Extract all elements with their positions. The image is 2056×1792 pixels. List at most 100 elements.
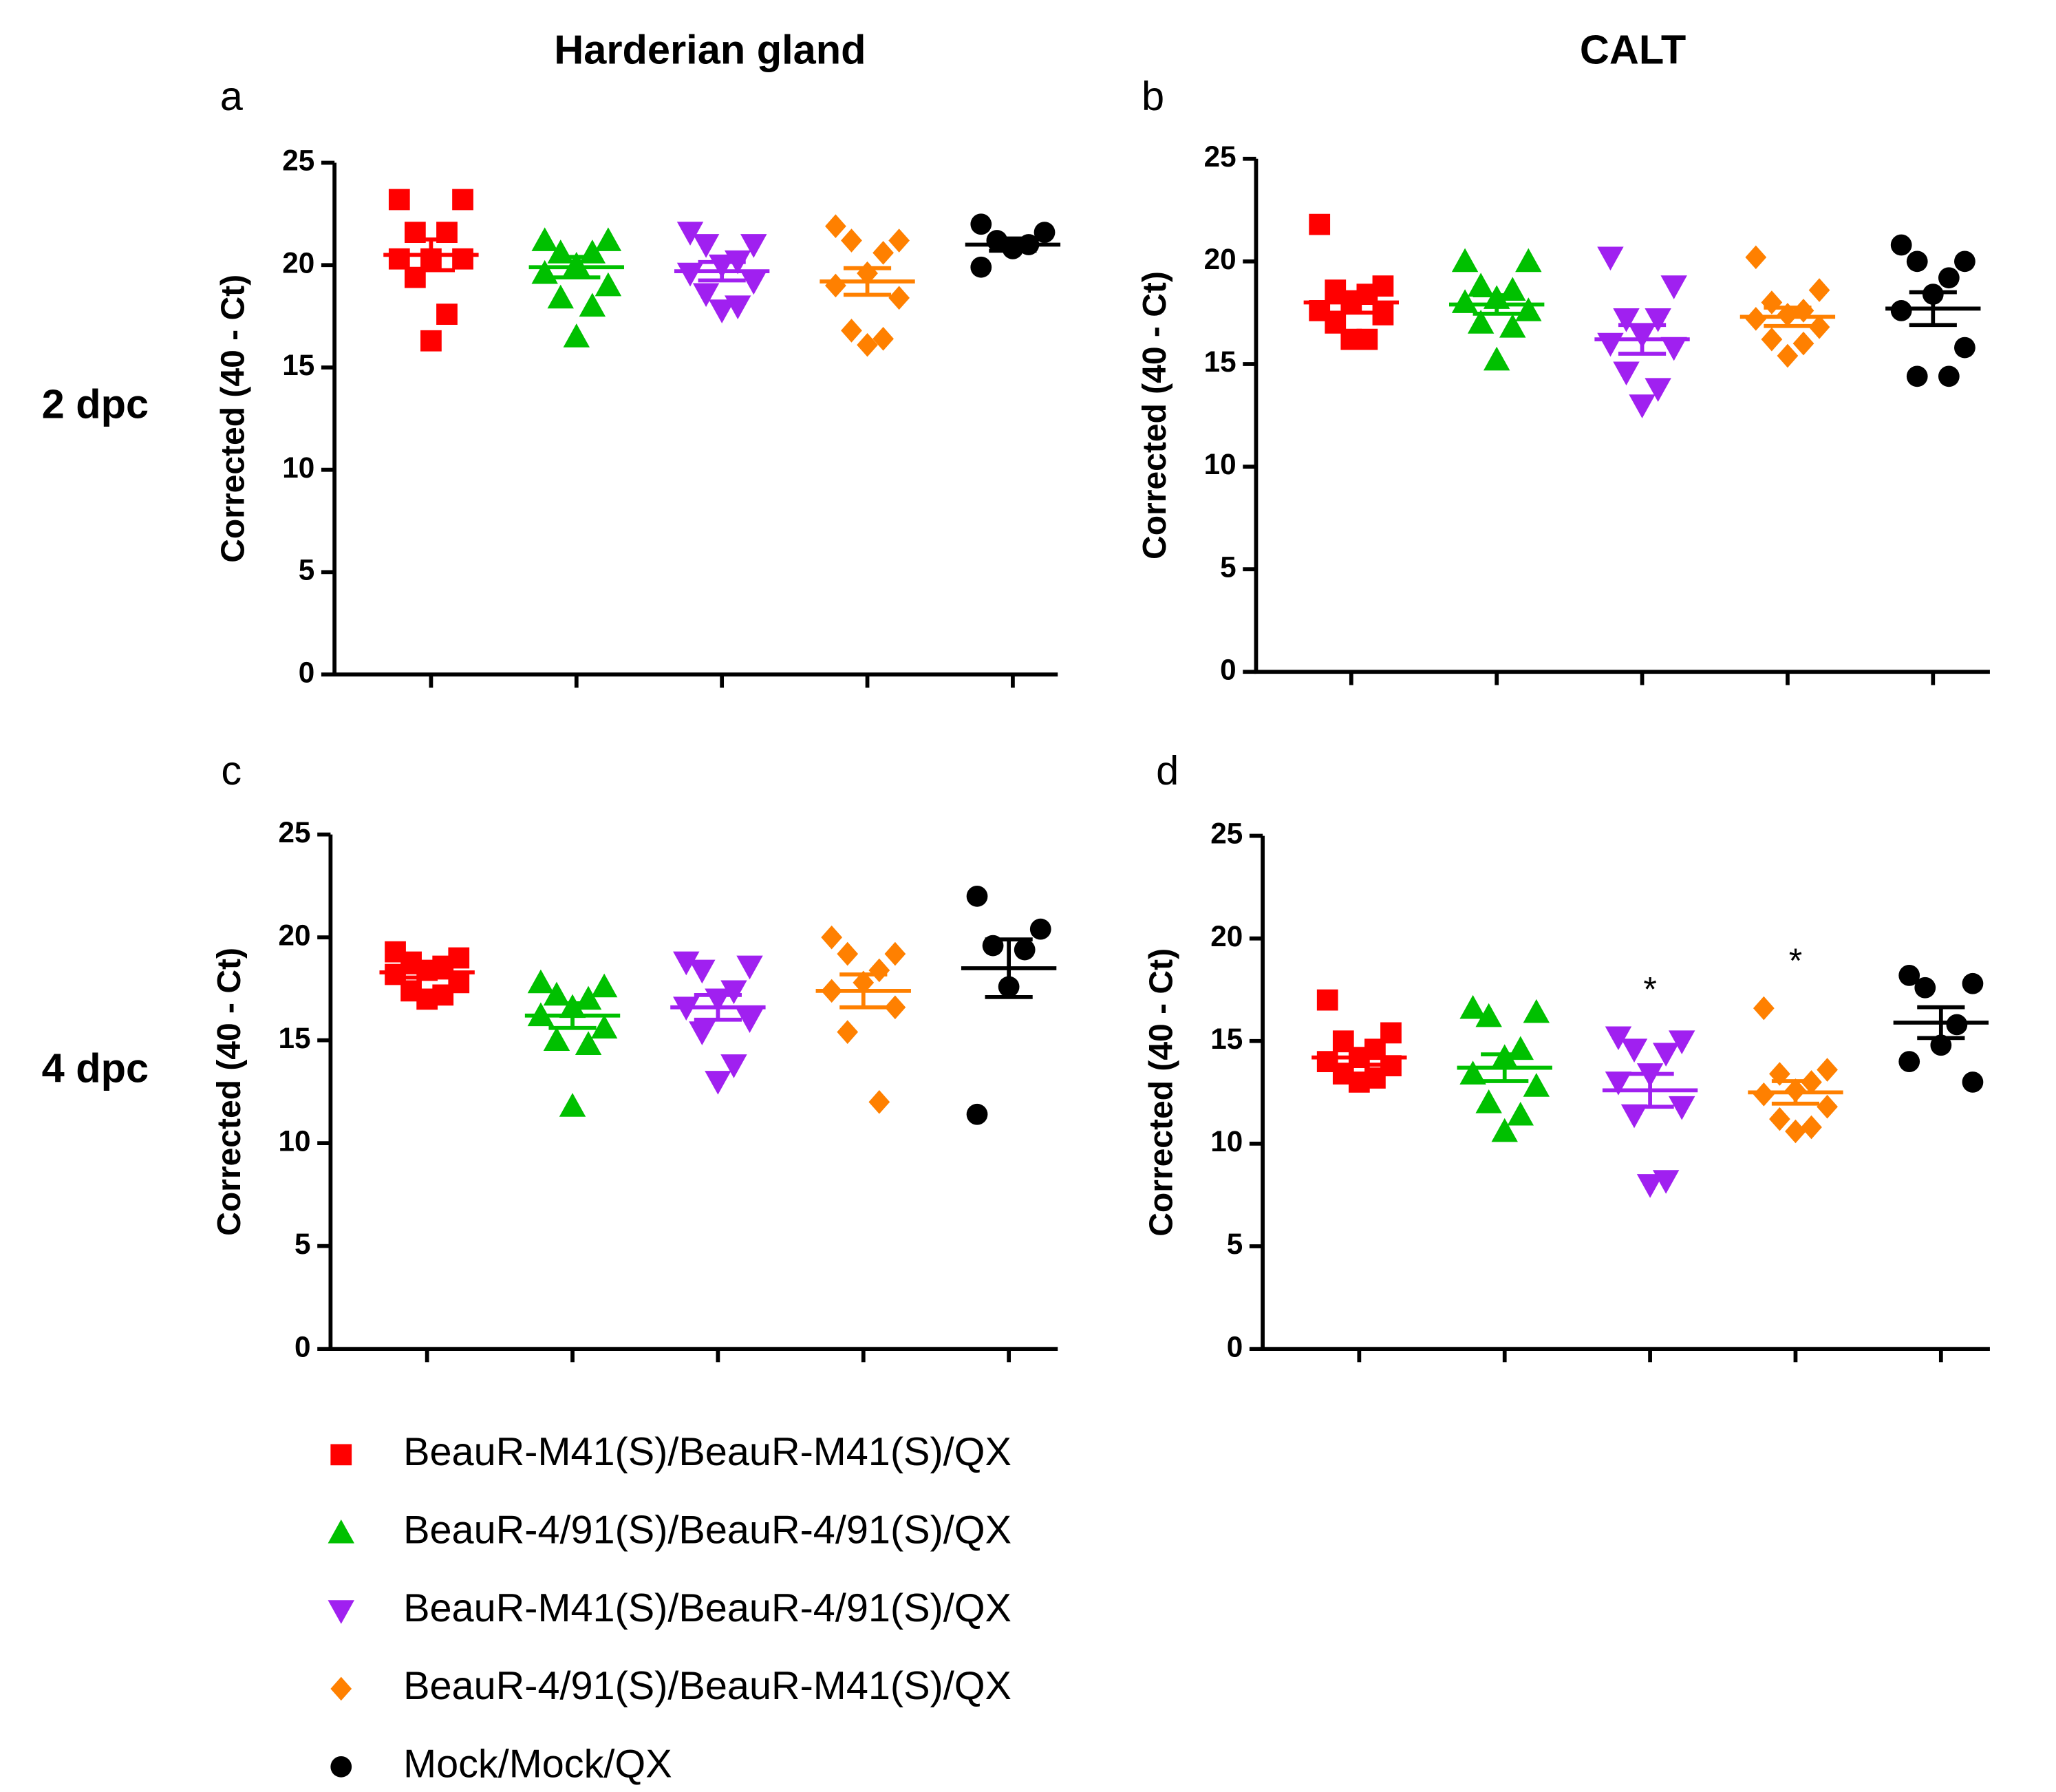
data-point — [821, 925, 843, 950]
y-tick-label: 0 — [1220, 653, 1236, 685]
error-bar — [1771, 1079, 1820, 1106]
data-point — [1620, 1038, 1648, 1063]
data-point — [547, 284, 574, 309]
y-tick-label: 5 — [1227, 1228, 1243, 1260]
annotation: * — [1789, 941, 1802, 980]
data-point — [1629, 394, 1656, 418]
data-point — [420, 330, 442, 352]
y-tick-label: 20 — [1210, 920, 1243, 952]
data-point — [1597, 246, 1624, 271]
data-point — [872, 327, 894, 351]
data-point — [884, 941, 906, 966]
error-bar — [839, 972, 888, 1010]
data-point — [559, 1093, 586, 1117]
data-point — [1523, 999, 1550, 1023]
data-point — [689, 959, 716, 984]
legend-label: Mock/Mock/QX — [403, 1742, 672, 1786]
legend-marker — [328, 1600, 354, 1624]
data-point — [1515, 297, 1542, 321]
data-point — [888, 286, 910, 310]
error-bar — [1618, 323, 1667, 356]
y-tick-label: 5 — [299, 554, 315, 586]
data-point — [689, 1021, 716, 1045]
data-point — [1668, 1030, 1695, 1055]
data-point — [452, 248, 473, 270]
row-title: 2 dpc — [42, 381, 149, 427]
data-point — [531, 227, 558, 251]
y-tick-label: 20 — [282, 246, 314, 279]
data-point — [841, 228, 862, 253]
data-point — [740, 234, 767, 258]
y-tick-label: 20 — [1204, 243, 1236, 275]
data-point — [888, 228, 910, 253]
data-point — [1938, 267, 1960, 289]
data-point — [970, 213, 992, 235]
y-tick-label: 10 — [1210, 1125, 1243, 1158]
data-point — [837, 941, 859, 966]
data-point — [1753, 996, 1775, 1021]
data-point — [1660, 275, 1687, 299]
data-point — [1898, 964, 1920, 986]
data-point — [1029, 918, 1051, 940]
data-point — [1348, 1071, 1370, 1093]
data-point — [1890, 234, 1912, 256]
error-bar — [1764, 306, 1812, 328]
data-point — [692, 234, 720, 258]
y-tick-label: 25 — [1210, 818, 1243, 850]
y-tick-label: 20 — [279, 919, 311, 951]
data-point — [563, 323, 590, 348]
data-point — [1475, 1089, 1502, 1113]
y-tick-label: 15 — [279, 1022, 311, 1054]
data-point — [1491, 1118, 1518, 1142]
data-point — [388, 189, 410, 211]
data-point — [1962, 1071, 1984, 1093]
data-point — [575, 1031, 602, 1055]
data-point — [1914, 977, 1936, 999]
data-point — [1636, 1174, 1664, 1198]
y-tick-label: 10 — [282, 451, 314, 484]
data-point — [416, 988, 438, 1010]
data-point — [388, 248, 410, 270]
data-point — [966, 1103, 988, 1125]
data-point — [673, 951, 700, 976]
data-point — [1332, 1030, 1354, 1052]
data-point — [1668, 1096, 1695, 1120]
y-axis-label: Corrected (40 - Ct) — [1137, 271, 1173, 559]
data-point — [1451, 289, 1479, 313]
data-point — [868, 958, 890, 983]
error-bar — [1335, 1048, 1383, 1067]
data-point — [1645, 378, 1671, 402]
data-point — [1325, 312, 1347, 334]
annotation: * — [1643, 970, 1656, 1009]
data-point — [1946, 1014, 1968, 1036]
data-point — [1817, 1094, 1838, 1119]
data-point — [590, 973, 618, 998]
data-point — [1620, 1104, 1648, 1129]
y-axis-label: Corrected (40 - Ct) — [211, 948, 248, 1236]
data-point — [1605, 1026, 1632, 1051]
data-point — [872, 241, 894, 265]
data-point — [1645, 308, 1671, 332]
column-title: Harderian gland — [554, 27, 866, 73]
data-point — [1014, 939, 1036, 961]
data-point — [1777, 343, 1799, 368]
data-point — [1459, 1060, 1486, 1085]
data-point — [1652, 1043, 1680, 1067]
data-point — [720, 980, 747, 1005]
data-point — [857, 332, 878, 357]
data-point — [708, 299, 736, 323]
data-point — [1801, 1115, 1822, 1140]
data-point — [1475, 1003, 1502, 1027]
data-point — [436, 303, 458, 325]
data-point — [1898, 1051, 1920, 1072]
panel-label: a — [220, 73, 244, 119]
error-bar — [1481, 1052, 1529, 1083]
y-tick-label: 25 — [279, 816, 311, 849]
data-point — [736, 1009, 763, 1033]
data-point — [579, 292, 606, 317]
data-point — [1451, 248, 1479, 273]
y-tick-label: 15 — [1204, 345, 1236, 378]
y-tick-label: 25 — [282, 145, 314, 177]
data-point — [1316, 989, 1338, 1011]
